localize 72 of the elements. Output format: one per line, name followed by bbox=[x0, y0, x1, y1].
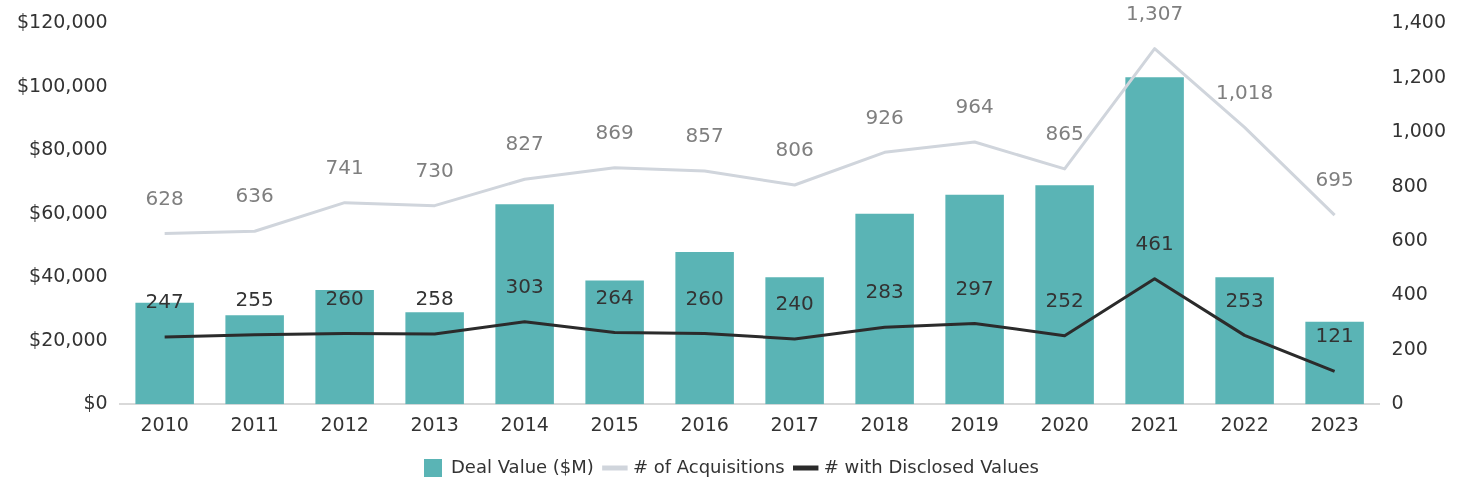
x-tick-label: 2023 bbox=[1310, 412, 1359, 435]
data-label: 926 bbox=[865, 104, 904, 129]
y-tick-label: $20,000 bbox=[29, 327, 108, 350]
data-label: 1,018 bbox=[1215, 79, 1274, 104]
x-tick-label: 2018 bbox=[860, 412, 909, 435]
data-label: 964 bbox=[955, 94, 994, 119]
data-label: 461 bbox=[1135, 231, 1174, 256]
y-tick-label: $120,000 bbox=[16, 10, 108, 33]
bar bbox=[855, 213, 914, 405]
data-label: 240 bbox=[775, 291, 814, 316]
data-label: 869 bbox=[595, 120, 634, 145]
data-label: 806 bbox=[775, 137, 814, 162]
bar bbox=[405, 312, 464, 405]
data-label: 865 bbox=[1045, 121, 1084, 146]
x-tick-label: 2010 bbox=[140, 412, 189, 435]
data-label: 252 bbox=[1045, 287, 1084, 312]
bar bbox=[1125, 77, 1184, 405]
x-tick-label: 2013 bbox=[410, 412, 459, 435]
bar bbox=[765, 277, 824, 405]
data-label: 741 bbox=[325, 154, 364, 179]
legend-label: # of Acquisitions bbox=[632, 455, 785, 477]
legend-label: # with Disclosed Values bbox=[823, 455, 1039, 477]
bar bbox=[1035, 185, 1094, 405]
data-label: 253 bbox=[1225, 287, 1264, 312]
y-tick-label: $100,000 bbox=[16, 73, 108, 96]
y2-tick-label: 1,200 bbox=[1391, 64, 1447, 87]
x-tick-label: 2017 bbox=[770, 412, 819, 435]
data-label: 857 bbox=[685, 123, 724, 148]
x-tick-label: 2015 bbox=[590, 412, 639, 435]
bar bbox=[495, 204, 554, 405]
bar bbox=[315, 289, 374, 405]
y2-tick-label: 400 bbox=[1391, 282, 1428, 305]
y2-tick-label: 600 bbox=[1391, 227, 1428, 250]
data-label: 1,307 bbox=[1125, 0, 1184, 25]
bar bbox=[225, 315, 284, 405]
data-label: 827 bbox=[505, 131, 544, 156]
x-tick-label: 2014 bbox=[500, 412, 549, 435]
y-tick-label: $40,000 bbox=[29, 264, 108, 287]
data-label: 260 bbox=[685, 285, 724, 310]
legend-label: Deal Value ($M) bbox=[451, 455, 594, 477]
data-label: 260 bbox=[325, 285, 364, 310]
x-tick-label: 2022 bbox=[1220, 412, 1269, 435]
x-tick-label: 2016 bbox=[680, 412, 729, 435]
data-label: 730 bbox=[415, 157, 454, 182]
data-label: 121 bbox=[1315, 323, 1354, 348]
data-label: 264 bbox=[595, 284, 634, 309]
bar bbox=[675, 251, 734, 405]
y-tick-label: $80,000 bbox=[29, 137, 108, 160]
data-label: 695 bbox=[1315, 167, 1354, 192]
x-tick-label: 2020 bbox=[1040, 412, 1089, 435]
x-tick-label: 2012 bbox=[320, 412, 369, 435]
y2-tick-label: 0 bbox=[1391, 391, 1404, 414]
data-label: 255 bbox=[235, 287, 274, 312]
data-label: 297 bbox=[955, 275, 994, 300]
x-tick-label: 2021 bbox=[1130, 412, 1179, 435]
x-tick-label: 2019 bbox=[950, 412, 999, 435]
y-tick-label: $60,000 bbox=[29, 200, 108, 223]
y2-tick-label: 1,400 bbox=[1391, 10, 1447, 33]
data-label: 283 bbox=[865, 279, 904, 304]
data-label: 628 bbox=[145, 185, 184, 210]
bar bbox=[1305, 321, 1364, 405]
y2-tick-label: 200 bbox=[1391, 336, 1428, 359]
bar bbox=[945, 194, 1004, 405]
data-label: 303 bbox=[505, 273, 544, 298]
data-label: 636 bbox=[235, 183, 274, 208]
y-tick-label: $0 bbox=[83, 391, 108, 414]
y2-tick-label: 800 bbox=[1391, 173, 1428, 196]
bar bbox=[585, 280, 644, 405]
y2-tick-label: 1,000 bbox=[1391, 119, 1447, 142]
x-tick-label: 2011 bbox=[230, 412, 279, 435]
data-label: 258 bbox=[415, 286, 454, 311]
bar bbox=[1215, 277, 1274, 405]
